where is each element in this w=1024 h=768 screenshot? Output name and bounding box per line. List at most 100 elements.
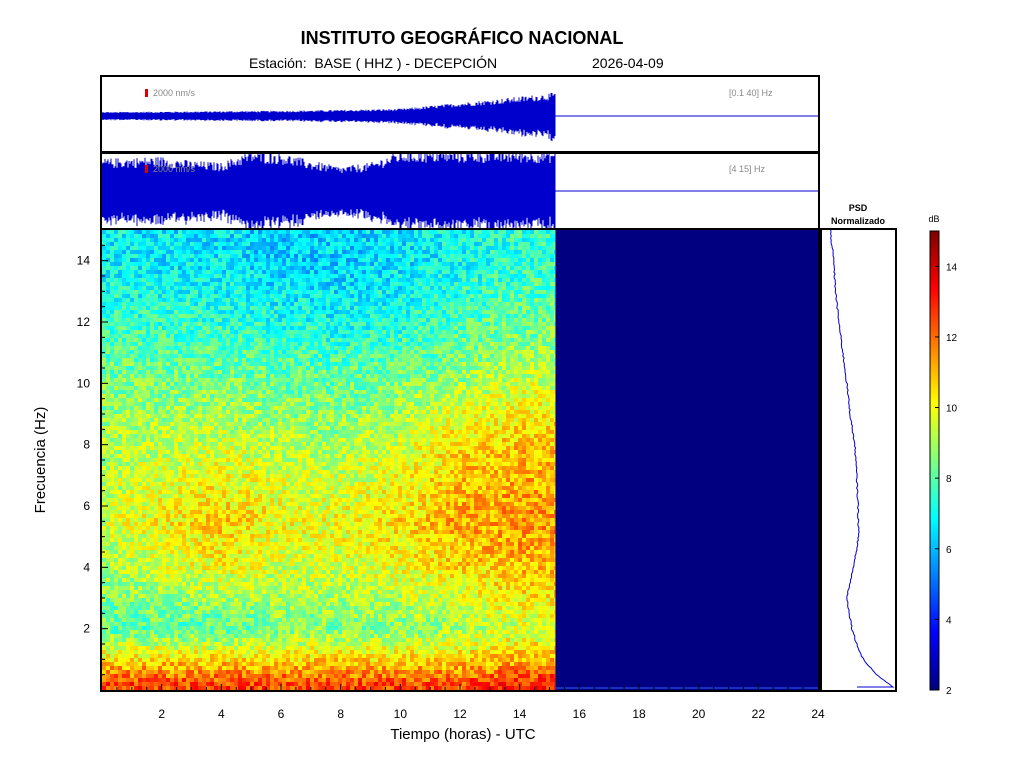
- spectrogram-cell: [110, 642, 114, 646]
- spectrogram-cell: [134, 602, 138, 606]
- spectrogram-cell: [110, 306, 114, 310]
- spectrogram-cell: [162, 434, 166, 438]
- spectrogram-cell: [170, 542, 174, 546]
- spectrogram-cell: [134, 330, 138, 334]
- spectrogram-cell: [238, 358, 242, 362]
- spectrogram-cell: [206, 466, 210, 470]
- spectrogram-cell: [214, 266, 218, 270]
- spectrogram-cell: [202, 298, 206, 302]
- spectrogram-cell: [194, 618, 198, 622]
- spectrogram-cell: [134, 354, 138, 358]
- spectrogram-cell: [210, 498, 214, 502]
- spectrogram-cell: [110, 390, 114, 394]
- spectrogram-cell: [174, 390, 178, 394]
- spectrogram-cell: [170, 578, 174, 582]
- spectrogram-cell: [194, 586, 198, 590]
- spectrogram-cell: [198, 274, 202, 278]
- spectrogram-cell: [138, 230, 142, 234]
- spectrogram-cell: [238, 342, 242, 346]
- spectrogram-cell: [234, 474, 238, 478]
- spectrogram-cell: [226, 638, 230, 642]
- spectrogram-cell: [142, 534, 146, 538]
- spectrogram-cell: [214, 366, 218, 370]
- spectrogram-cell: [158, 542, 162, 546]
- spectrogram-cell: [178, 646, 182, 650]
- spectrogram-cell: [150, 598, 154, 602]
- spectrogram-cell: [114, 390, 118, 394]
- spectrogram-cell: [182, 514, 186, 518]
- spectrogram-cell: [146, 386, 150, 390]
- spectrogram-cell: [162, 594, 166, 598]
- spectrogram-cell: [158, 650, 162, 654]
- spectrogram-cell: [174, 618, 178, 622]
- spectrogram-cell: [194, 362, 198, 366]
- spectrogram-cell: [150, 286, 154, 290]
- spectrogram-cell: [162, 618, 166, 622]
- spectrogram-cell: [210, 254, 214, 258]
- spectrogram-cell: [194, 650, 198, 654]
- spectrogram-cell: [102, 450, 106, 454]
- spectrogram-cell: [178, 578, 182, 582]
- spectrogram-cell: [142, 506, 146, 510]
- spectrogram-cell: [218, 246, 222, 250]
- spectrogram-cell: [154, 326, 158, 330]
- spectrogram-cell: [226, 478, 230, 482]
- spectrogram-cell: [210, 354, 214, 358]
- spectrogram-cell: [178, 626, 182, 630]
- spectrogram-cell: [202, 442, 206, 446]
- spectrogram-cell: [230, 342, 234, 346]
- spectrogram-cell: [102, 606, 106, 610]
- spectrogram-cell: [210, 514, 214, 518]
- spectrogram-cell: [166, 238, 170, 242]
- spectrogram-cell: [126, 338, 130, 342]
- spectrogram-cell: [158, 390, 162, 394]
- spectrogram-cell: [234, 530, 238, 534]
- spectrogram-cell: [122, 398, 126, 402]
- spectrogram-cell: [114, 358, 118, 362]
- spectrogram-cell: [198, 282, 202, 286]
- spectrogram-cell: [118, 590, 122, 594]
- spectrogram-cell: [202, 630, 206, 634]
- spectrogram-cell: [158, 510, 162, 514]
- spectrogram-cell: [154, 538, 158, 542]
- spectrogram-cell: [118, 330, 122, 334]
- spectrogram-cell: [226, 422, 230, 426]
- spectrogram-cell: [174, 350, 178, 354]
- spectrogram-cell: [206, 414, 210, 418]
- spectrogram-cell: [226, 334, 230, 338]
- spectrogram-cell: [206, 314, 210, 318]
- spectrogram-cell: [150, 498, 154, 502]
- spectrogram-cell: [150, 310, 154, 314]
- spectrogram-cell: [166, 682, 170, 686]
- spectrogram-cell: [114, 662, 118, 666]
- spectrogram-cell: [146, 562, 150, 566]
- spectrogram-cell: [158, 658, 162, 662]
- spectrogram-cell: [118, 374, 122, 378]
- spectrogram-cell: [158, 678, 162, 682]
- spectrogram-cell: [122, 658, 126, 662]
- spectrogram-cell: [114, 622, 118, 626]
- spectrogram-cell: [166, 542, 170, 546]
- spectrogram-cell: [194, 242, 198, 246]
- spectrogram-cell: [102, 362, 106, 366]
- spectrogram-cell: [226, 234, 230, 238]
- spectrogram-cell: [186, 426, 190, 430]
- spectrogram-cell: [190, 506, 194, 510]
- spectrogram-cell: [178, 290, 182, 294]
- spectrogram-cell: [182, 370, 186, 374]
- spectrogram-cell: [178, 294, 182, 298]
- spectrogram-cell: [202, 338, 206, 342]
- spectrogram-cell: [158, 502, 162, 506]
- spectrogram-cell: [126, 518, 130, 522]
- spectrogram-cell: [134, 662, 138, 666]
- spectrogram-cell: [102, 382, 106, 386]
- spectrogram-cell: [218, 686, 222, 690]
- spectrogram-cell: [106, 626, 110, 630]
- spectrogram-cell: [162, 630, 166, 634]
- spectrogram-cell: [226, 514, 230, 518]
- spectrogram-cell: [210, 682, 214, 686]
- spectrogram-cell: [134, 238, 138, 242]
- spectrogram-cell: [202, 358, 206, 362]
- spectrogram-cell: [150, 462, 154, 466]
- spectrogram-cell: [110, 522, 114, 526]
